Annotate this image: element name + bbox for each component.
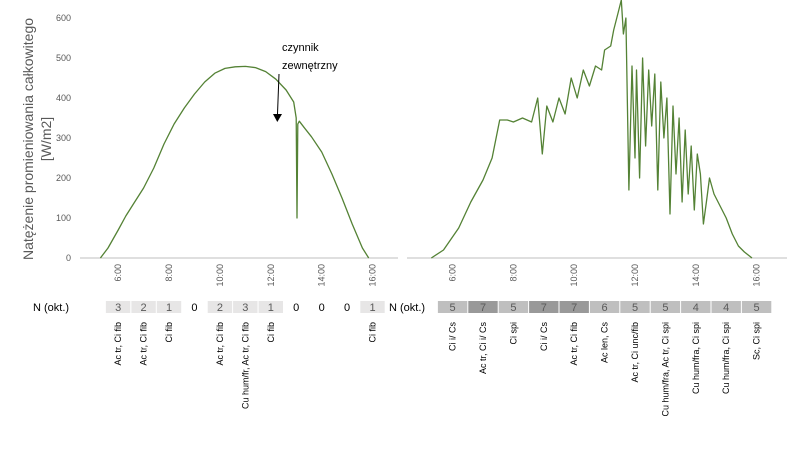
cloud-type-label: Cu hum/fra, Ci spi <box>721 322 731 394</box>
n-value: 3 <box>242 302 248 314</box>
n-cell <box>650 301 681 313</box>
y-tick-label: 100 <box>56 213 71 223</box>
n-value: 3 <box>115 302 121 314</box>
n-value: 2 <box>141 302 147 314</box>
right-chart: 6:00 8:00 10:00 12:00 14:00 16:00 <box>407 0 787 287</box>
x-tick-label: 12:00 <box>266 264 276 287</box>
n-cell <box>233 301 258 313</box>
x-tick-label: 6:00 <box>448 264 458 282</box>
y-axis-label: Natężenie promieniowania całkowitego [W/… <box>20 18 54 260</box>
n-value: 0 <box>293 302 299 314</box>
n-cell <box>559 301 589 313</box>
y-tick-label: 600 <box>56 13 71 23</box>
y-tick-label: 500 <box>56 53 71 63</box>
annotation-arrowhead <box>273 114 282 122</box>
cloud-type-label: Ac tr, Ci unc/fib <box>630 322 640 383</box>
x-tick-label: 8:00 <box>164 264 174 282</box>
annotation: czynnik zewnętrzny <box>273 42 338 122</box>
n-cell <box>711 301 741 313</box>
x-tick-label: 8:00 <box>508 264 518 282</box>
cloud-type-label: Sc, Ci spi <box>752 322 762 360</box>
x-tick-label: 10:00 <box>569 264 579 287</box>
y-tick-label: 0 <box>66 253 71 263</box>
cloud-type-label: Cu hum/fra, Ac tr, Ci spi <box>660 322 670 417</box>
cloud-type-label: Ac tr, Ci fib <box>139 322 149 366</box>
n-cell <box>620 301 650 313</box>
n-value: 2 <box>217 302 223 314</box>
cloud-type-label: Ac tr, Ci fib <box>215 322 225 366</box>
n-cell <box>681 301 711 313</box>
x-tick-label: 10:00 <box>215 264 225 287</box>
n-value: 4 <box>723 302 729 314</box>
n-value: 7 <box>541 302 547 314</box>
n-value: 5 <box>450 302 456 314</box>
annotation-arrow-shaft <box>277 73 280 115</box>
cloud-type-label: Ci spi <box>508 322 518 345</box>
n-value: 0 <box>191 302 197 314</box>
cloud-type-label: Ac tr, Ci fib <box>569 322 579 366</box>
n-value: 5 <box>662 302 668 314</box>
annotation-line1: czynnik <box>282 42 319 54</box>
annotation-line2: zewnętrzny <box>282 60 338 72</box>
n-value: 1 <box>166 302 172 314</box>
n-cell <box>258 301 283 313</box>
n-value: 5 <box>632 302 638 314</box>
left-chart: 0 100 200 300 400 500 600 6:00 8:00 10:00 12:00 14:… <box>56 13 398 287</box>
n-value: 1 <box>369 302 375 314</box>
series-line <box>99 65 370 259</box>
n-cell <box>360 301 385 313</box>
cloud-type-label: Ci i/ Cs <box>539 322 549 351</box>
series-line <box>430 0 753 259</box>
n-value: 1 <box>268 302 274 314</box>
n-table-left: N (okt.) 3 Ac tr, Ci fib 2 Ac tr, Ci fib 1 Ci … <box>33 301 385 409</box>
n-cell <box>105 301 131 313</box>
x-tick-label: 12:00 <box>630 264 640 287</box>
n-value: 7 <box>571 302 577 314</box>
y-tick-label: 200 <box>56 173 71 183</box>
y-tick-label: 300 <box>56 133 71 143</box>
n-cell <box>437 301 468 313</box>
n-cell <box>156 301 182 313</box>
n-cell <box>498 301 529 313</box>
y-axis-label-line1: Natężenie promieniowania całkowitego <box>20 18 36 260</box>
cloud-type-label: Ac tr, Ci i/ Cs <box>478 322 488 375</box>
n-cell <box>207 301 233 313</box>
n-table-label: N (okt.) <box>389 302 425 314</box>
x-tick-label: 16:00 <box>752 264 762 287</box>
n-table-label: N (okt.) <box>33 302 69 314</box>
x-tick-label: 14:00 <box>317 264 327 287</box>
n-cell <box>131 301 156 313</box>
cloud-type-label: Cu hum/fra, Ci spi <box>691 322 701 394</box>
cloud-type-label: Ci fib <box>368 322 378 343</box>
n-value: 0 <box>344 302 350 314</box>
cloud-type-label: Ac tr, Ci fib <box>113 322 123 366</box>
cloud-type-label: Ci fib <box>266 322 276 343</box>
n-cell <box>468 301 498 313</box>
x-tick-label: 14:00 <box>691 264 701 287</box>
n-cell <box>529 301 559 313</box>
cloud-type-label: Ac len, Cs <box>600 322 610 364</box>
cloud-type-label: Ci i/ Cs <box>448 322 458 351</box>
n-cell <box>741 301 772 313</box>
x-tick-label: 6:00 <box>113 264 123 282</box>
n-value: 0 <box>319 302 325 314</box>
y-tick-label: 400 <box>56 93 71 103</box>
n-value: 5 <box>754 302 760 314</box>
cloud-type-label: Cu hum/fr, Ac tr, Ci fib <box>240 322 250 409</box>
n-value: 6 <box>602 302 608 314</box>
n-cell <box>589 301 620 313</box>
cloud-type-label: Ci fib <box>164 322 174 343</box>
x-tick-label: 16:00 <box>368 264 378 287</box>
y-axis-label-line2: [W/m2] <box>38 117 54 161</box>
n-value: 4 <box>693 302 699 314</box>
n-value: 7 <box>480 302 486 314</box>
n-value: 5 <box>510 302 516 314</box>
n-table-right: N (okt.) 5 Ci i/ Cs 7 Ac tr, Ci i/ Cs 5 Ci spi… <box>389 301 772 417</box>
